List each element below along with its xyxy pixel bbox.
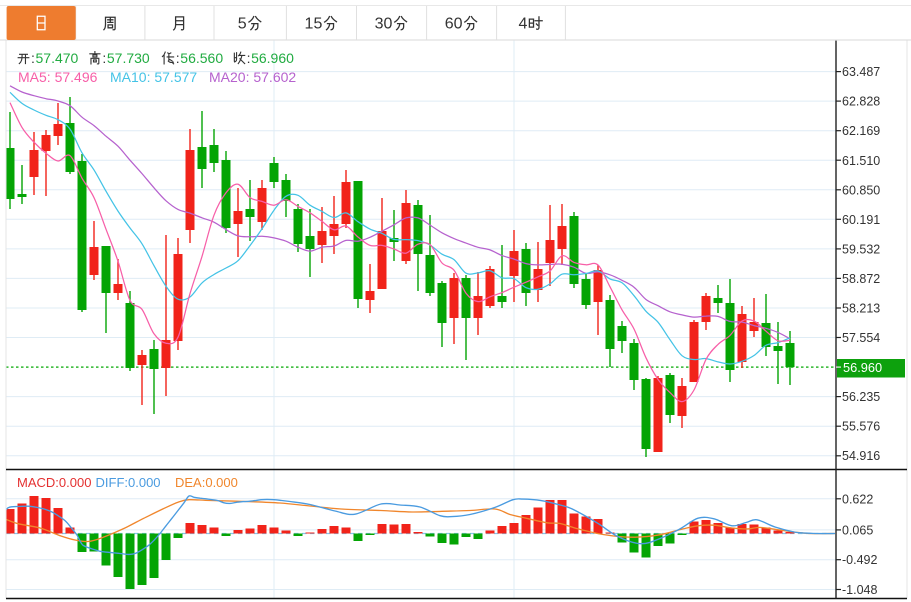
- svg-text:-0.492: -0.492: [842, 553, 877, 567]
- svg-text:15: 15: [305, 16, 323, 33]
- svg-text:57.554: 57.554: [842, 331, 880, 345]
- svg-text:58.213: 58.213: [842, 302, 880, 316]
- svg-text:55.576: 55.576: [842, 420, 880, 434]
- svg-text:0.622: 0.622: [842, 492, 873, 506]
- svg-text:0.065: 0.065: [842, 523, 873, 537]
- svg-text:DIFF:0.000: DIFF:0.000: [96, 475, 161, 490]
- svg-text:MACD:0.000: MACD:0.000: [17, 475, 91, 490]
- svg-text:60.850: 60.850: [842, 183, 880, 197]
- svg-text::: :: [176, 50, 180, 66]
- svg-text::: :: [102, 50, 106, 66]
- svg-text:57.730: 57.730: [107, 50, 150, 66]
- svg-text:62.828: 62.828: [842, 95, 880, 109]
- svg-text:54.916: 54.916: [842, 449, 880, 463]
- svg-text:MA10: 57.577: MA10: 57.577: [110, 69, 197, 85]
- svg-text:-1.048: -1.048: [842, 583, 877, 597]
- svg-text:60: 60: [445, 16, 463, 33]
- svg-text:4: 4: [519, 16, 528, 33]
- svg-text::: :: [31, 50, 35, 66]
- svg-text:56.235: 56.235: [842, 390, 880, 404]
- svg-text:DEA:0.000: DEA:0.000: [175, 475, 238, 490]
- svg-text:60.191: 60.191: [842, 213, 880, 227]
- svg-text::: :: [247, 50, 251, 66]
- svg-text:56.960: 56.960: [843, 360, 882, 375]
- svg-text:57.470: 57.470: [36, 50, 79, 66]
- svg-text:MA5: 57.496: MA5: 57.496: [18, 69, 98, 85]
- svg-text:5: 5: [238, 16, 247, 33]
- svg-text:61.510: 61.510: [842, 154, 880, 168]
- svg-text:30: 30: [375, 16, 393, 33]
- svg-text:63.487: 63.487: [842, 65, 880, 79]
- svg-text:59.532: 59.532: [842, 242, 880, 256]
- svg-text:56.560: 56.560: [180, 50, 223, 66]
- svg-text:58.872: 58.872: [842, 272, 880, 286]
- svg-text:56.960: 56.960: [251, 50, 294, 66]
- svg-text:MA20: 57.602: MA20: 57.602: [209, 69, 296, 85]
- svg-text:62.169: 62.169: [842, 124, 880, 138]
